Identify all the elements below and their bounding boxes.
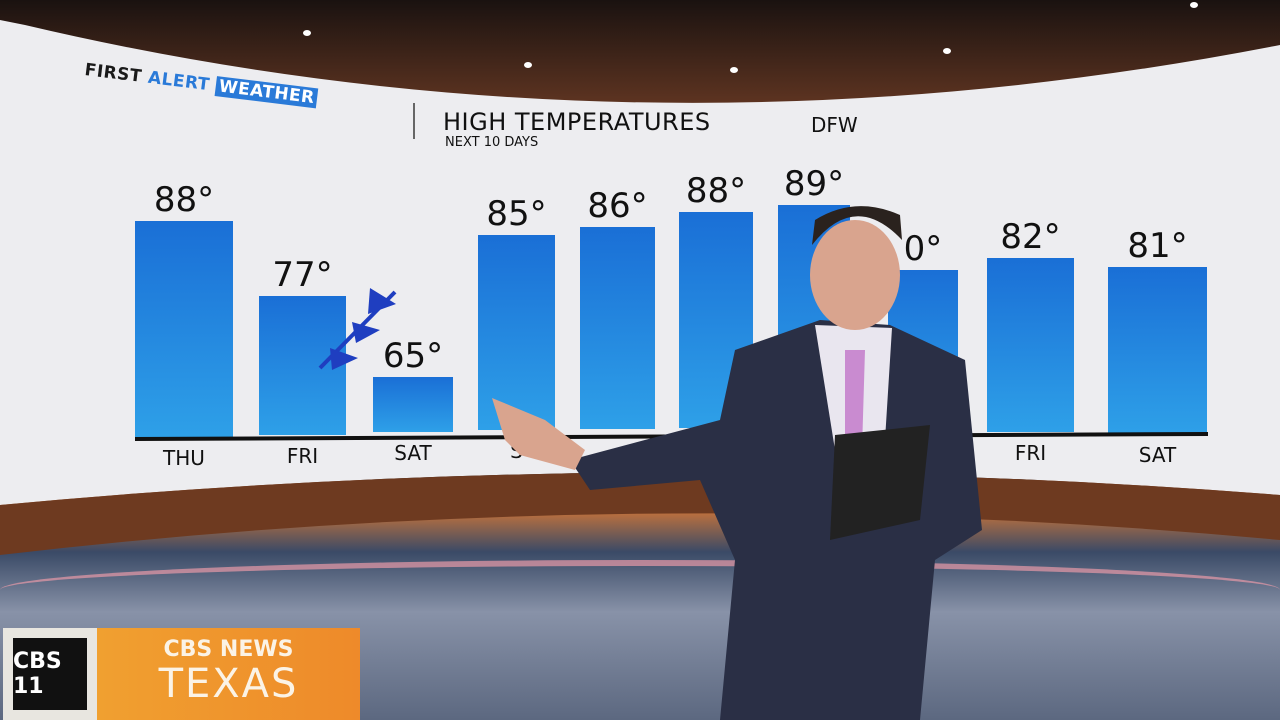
bar-9 [1108, 267, 1207, 434]
value-label: 81° [1127, 226, 1187, 266]
ceiling-light [524, 62, 532, 68]
day-label: SAT [1139, 443, 1177, 467]
ceiling-light [943, 48, 951, 54]
ceiling-light [1190, 2, 1198, 8]
bar-0 [135, 221, 233, 437]
bar-2 [373, 377, 453, 432]
day-label: FRI [1015, 441, 1046, 465]
value-label: 82° [1000, 217, 1060, 257]
value-label: 88° [154, 180, 214, 220]
cbs-news-texas-logo: CBS 11 CBS NEWS TEXAS [3, 628, 360, 720]
bar-4 [580, 227, 655, 429]
day-label: FRI [287, 444, 318, 468]
value-label: 89° [784, 164, 844, 204]
cold-front-icon [318, 288, 397, 370]
day-label: SAT [394, 441, 432, 465]
value-label: 77° [272, 255, 332, 295]
network-name: CBS NEWS [163, 637, 294, 662]
chart-subtitle: NEXT 10 DAYS [445, 135, 539, 150]
location-label: DFW [811, 113, 858, 137]
bar-8 [987, 258, 1074, 432]
value-label: 88° [686, 171, 746, 211]
header-divider [413, 103, 415, 139]
chart-title: HIGH TEMPERATURES [443, 108, 711, 136]
day-label: THU [162, 446, 205, 470]
region-name: TEXAS [158, 661, 299, 707]
ceiling-light [730, 67, 738, 73]
value-label: 65° [383, 336, 443, 376]
cbs11-logo: CBS 11 [13, 638, 87, 710]
bar-3 [478, 235, 555, 430]
value-label: 0° [904, 229, 943, 269]
value-label: 86° [587, 186, 647, 226]
floor-stripe [0, 560, 1280, 620]
bar-1 [259, 296, 346, 435]
ceiling-light [303, 30, 311, 36]
value-label: 85° [486, 194, 546, 234]
